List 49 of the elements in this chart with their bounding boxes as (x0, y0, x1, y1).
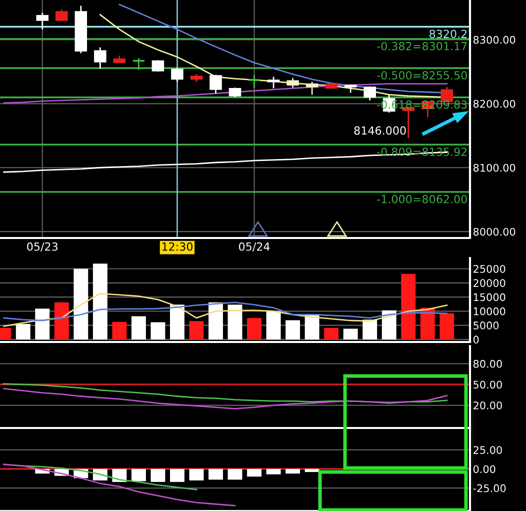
candlestick (210, 74, 222, 94)
bar (54, 302, 69, 340)
x-tick-label: 05/23 (27, 242, 58, 252)
line-series (3, 302, 448, 322)
x-tick-label: 05/24 (238, 242, 270, 252)
y-tick-label: 20.00 (474, 401, 502, 410)
ref-line-label: -0.382=8301.17 (377, 42, 467, 50)
ref-line-label: -0.500=8255.50 (377, 71, 467, 80)
line-series (3, 292, 448, 327)
y-tick-label: 20000 (474, 279, 506, 287)
y-tick-label: 8200.00 (473, 100, 516, 108)
line-series (3, 464, 236, 506)
y-tick-label: 10000 (474, 307, 506, 316)
y-tick-label: 0.00 (473, 465, 496, 474)
candlestick (36, 12, 49, 30)
y-tick-label: 8000.00 (473, 228, 516, 236)
y-tick-label: 5000 (474, 322, 499, 330)
y-tick-label: 0 (473, 336, 479, 344)
y-tick-label: 8100.00 (473, 164, 516, 172)
candlestick (56, 8, 68, 22)
bar (324, 328, 339, 340)
bar (401, 274, 416, 340)
y-tick-label: 15000 (474, 293, 506, 302)
y-tick-label: 50.00 (474, 380, 502, 389)
bar (440, 313, 454, 340)
line-series (3, 383, 448, 404)
candlestick (94, 46, 106, 70)
bar (189, 321, 204, 340)
candlestick (267, 76, 280, 89)
bar (420, 308, 435, 340)
candlestick (228, 86, 242, 98)
ref-line-label: 8320.2 (430, 30, 467, 38)
candlestick (132, 58, 146, 70)
bar (247, 318, 262, 340)
y-tick-label: 80.00 (473, 360, 502, 368)
ref-line-label: -1.000=8062.00 (377, 194, 467, 204)
y-tick-label: 25000 (474, 264, 506, 273)
candlestick (306, 81, 318, 96)
annotation: 8146.000 (354, 126, 406, 135)
x-tick-label: 12:30 (162, 242, 192, 251)
line-series (3, 388, 448, 410)
candlestick (364, 86, 376, 102)
y-tick-label: 8300.00 (473, 36, 516, 44)
bar (112, 322, 127, 340)
y-tick-label: 25.00 (474, 446, 502, 454)
candlestick (286, 77, 299, 88)
candlestick (171, 67, 184, 83)
y-tick-label: -25.00 (473, 484, 506, 492)
candlestick (248, 74, 261, 89)
